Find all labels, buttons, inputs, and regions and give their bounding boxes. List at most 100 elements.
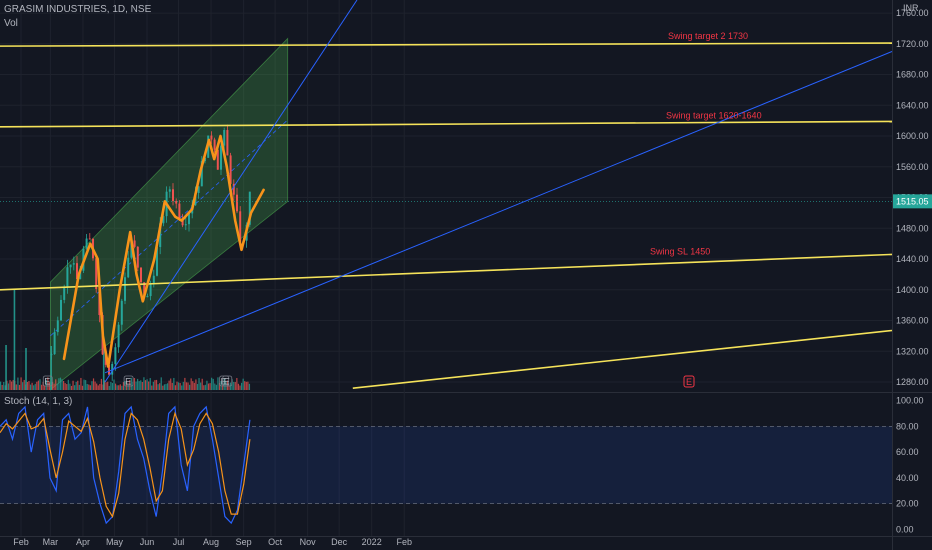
volume-bar: [201, 378, 203, 390]
volume-bar: [170, 378, 172, 390]
volume-bar: [218, 382, 221, 390]
volume-bar: [18, 384, 21, 390]
candle-body: [114, 347, 117, 364]
volume-bar: [168, 380, 170, 390]
volume-bar: [160, 377, 162, 390]
channel-midline: [50, 119, 288, 337]
freehand-drawing: [62, 134, 265, 368]
volume-bar: [148, 381, 150, 390]
freehand-path: [62, 134, 265, 368]
stoch-band: [0, 426, 892, 504]
volume-bar: [192, 381, 194, 390]
volume-bar: [187, 382, 189, 390]
symbol-title[interactable]: GRASIM INDUSTRIES, 1D, NSE: [4, 4, 152, 15]
price-tick-label: 1440.00: [896, 254, 929, 264]
volume-bar: [37, 380, 39, 390]
volume-bar: [29, 384, 32, 390]
volume-bar: [171, 382, 173, 390]
time-axis[interactable]: Feb Mar Apr May Jun Jul Aug Sep Oct Nov Dec 2022 Feb: [13, 537, 412, 547]
volume-bar: [108, 385, 110, 390]
volume-label[interactable]: Vol: [4, 18, 18, 29]
volume-bar: [34, 383, 36, 390]
price-tick-label: 1280.00: [896, 377, 929, 387]
volume-bar: [20, 377, 22, 390]
stoch-tick-label: 60.00: [896, 447, 919, 457]
volume-bar: [137, 378, 139, 390]
volume-bar: [157, 384, 159, 390]
price-tick-label: 1400.00: [896, 285, 929, 295]
volume-bar: [69, 383, 71, 390]
time-tick-label: Apr: [76, 537, 90, 547]
volume-bar: [214, 383, 216, 390]
price-axis[interactable]: 1760.00 1720.00 1680.00 1640.00 1600.00 1560.…: [893, 3, 932, 535]
volume-bar: [237, 383, 240, 390]
volume-bar: [9, 380, 11, 390]
volume-bar: [121, 385, 123, 390]
candle-body: [156, 246, 158, 276]
volume-bar: [94, 381, 96, 390]
candle-body: [232, 183, 235, 195]
volume-bar: [182, 381, 184, 390]
volume-bar: [226, 380, 228, 390]
candle-body: [50, 354, 53, 356]
volume-bar: [7, 383, 10, 390]
candle-body: [95, 258, 98, 289]
volume-bar: [185, 382, 188, 390]
volume-bar: [99, 383, 101, 390]
volume-bar: [165, 383, 167, 390]
candle-body: [120, 300, 123, 325]
volume-bar: [129, 380, 131, 390]
time-tick-label: Nov: [300, 537, 317, 547]
annotations: Swing target 2 1730 Swing target 1620-164…: [650, 31, 762, 256]
volume-bar: [1, 384, 3, 390]
price-tick-label: 1320.00: [896, 346, 929, 356]
volume-bar: [118, 385, 120, 390]
price-tick-label: 1760.00: [896, 8, 929, 18]
volume-bar: [113, 379, 115, 390]
volume-bar: [63, 381, 65, 390]
volume-bar: [207, 383, 210, 390]
volume-bar: [114, 383, 117, 390]
stoch-tick-label: 80.00: [896, 421, 919, 431]
volume-bar: [80, 377, 82, 390]
volume-bar: [204, 384, 206, 390]
price-tick-label: 1560.00: [896, 162, 929, 172]
candle-body: [63, 287, 66, 300]
candle-body: [56, 320, 59, 333]
candle-body: [76, 263, 78, 280]
candle-body: [229, 155, 232, 184]
volume-bar: [163, 384, 165, 390]
volume-bar: [245, 381, 247, 390]
volume-bar: [33, 385, 35, 390]
volume-bar: [154, 380, 156, 390]
candle-body: [200, 161, 203, 187]
volume-bar: [146, 379, 148, 390]
candle-body: [220, 145, 222, 170]
volume-bar: [140, 380, 142, 390]
stoch-label[interactable]: Stoch (14, 1, 3): [4, 396, 73, 407]
candle-body: [79, 270, 82, 280]
volume-bar: [86, 383, 88, 390]
volume-bar: [78, 384, 80, 390]
volume-bar: [242, 378, 244, 390]
volume-bar: [174, 385, 177, 390]
stochastic-pane: [0, 405, 892, 525]
volume-bar: [111, 382, 114, 390]
volume-spike: [13, 290, 16, 390]
time-tick-label: Jun: [140, 537, 155, 547]
volume-bar: [189, 384, 191, 390]
volume-bar: [222, 384, 224, 390]
candle-body: [130, 240, 133, 258]
time-tick-label: Mar: [43, 537, 59, 547]
volume-bar: [215, 384, 217, 390]
axis-strip: [892, 0, 932, 550]
volume-bar: [26, 381, 28, 390]
volume-bar: [166, 383, 169, 390]
earnings-marker-box: [222, 375, 233, 387]
volume-bar: [91, 381, 93, 390]
candle-body: [181, 217, 184, 226]
candle-body: [216, 149, 219, 170]
time-tick-label: 2022: [362, 537, 382, 547]
